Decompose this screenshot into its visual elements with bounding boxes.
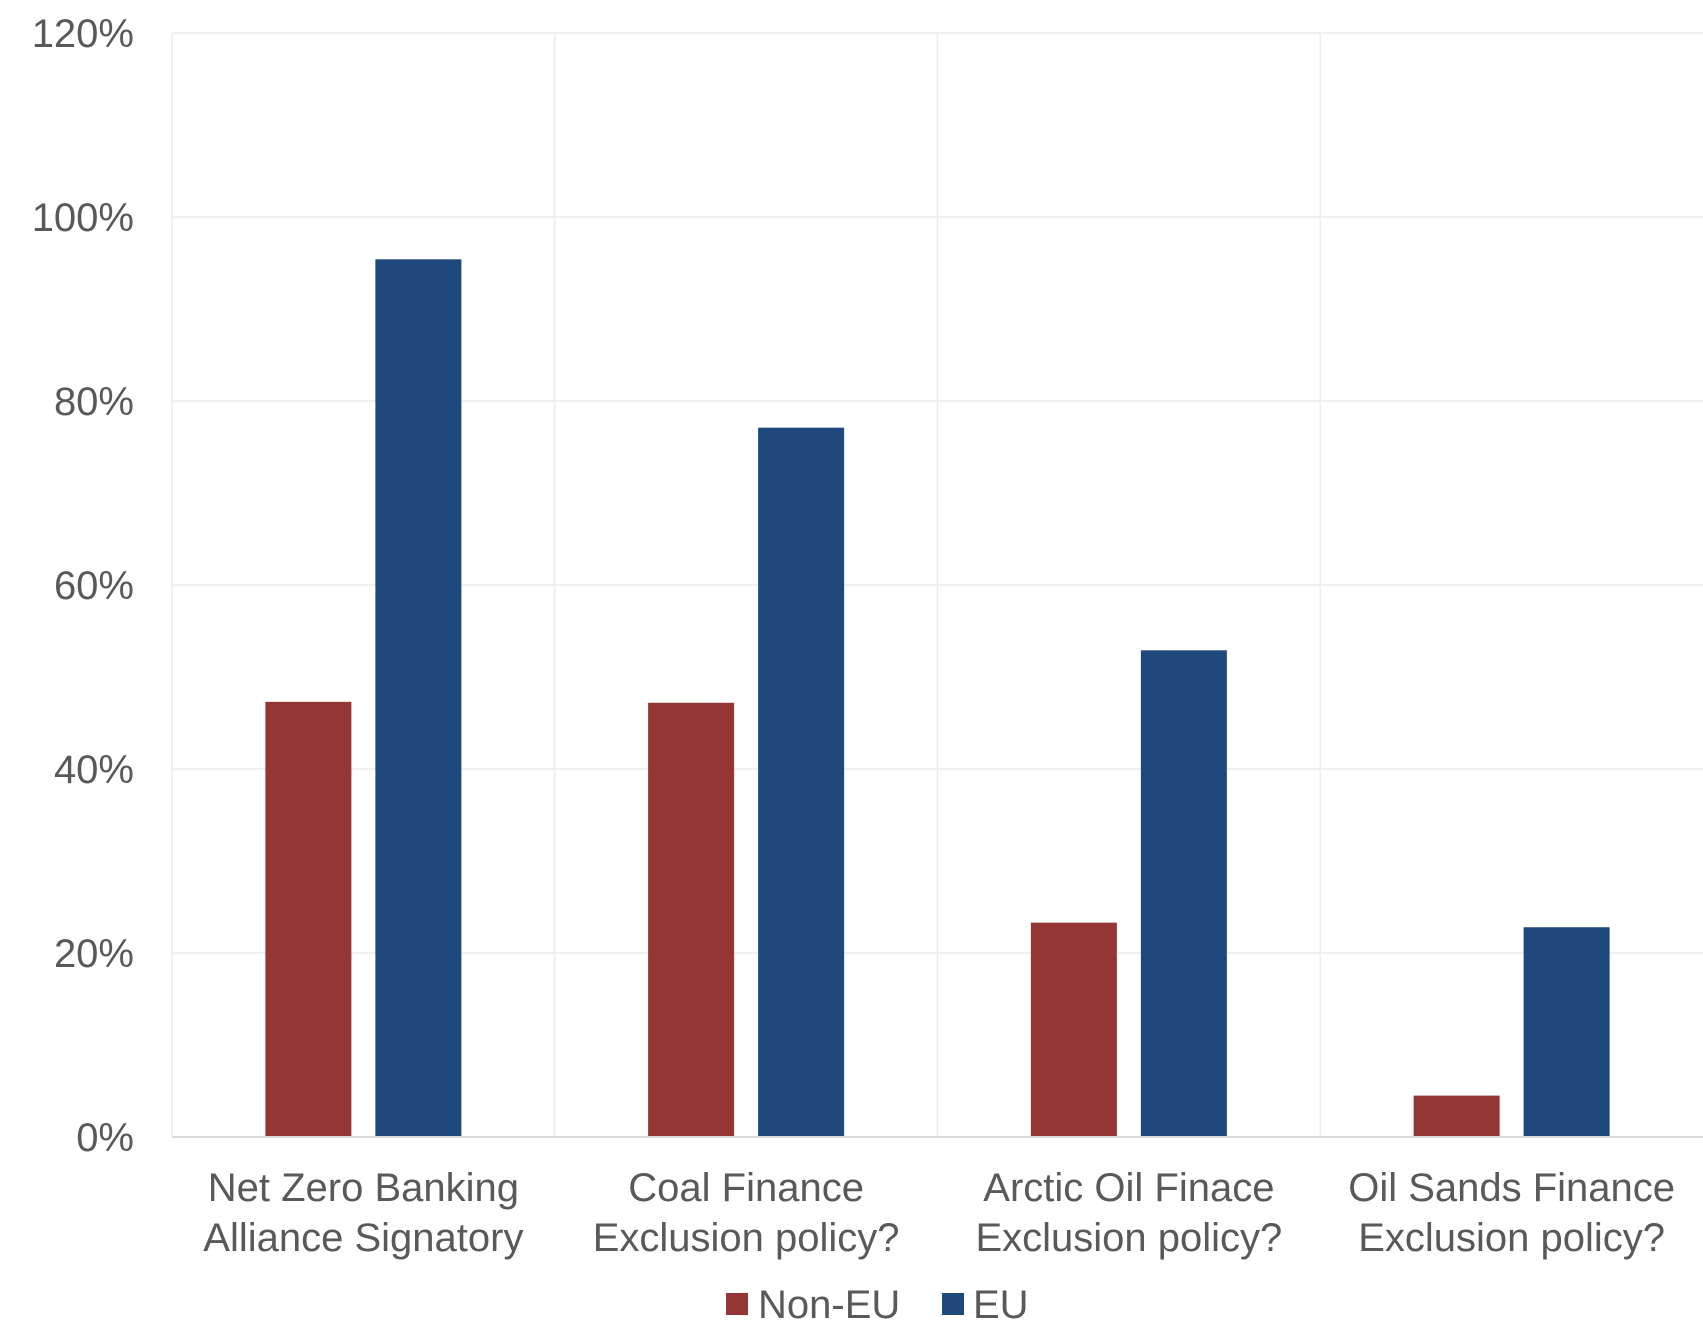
bar-non-eu-1 xyxy=(648,702,735,1137)
x-tick-label: Oil Sands Finance xyxy=(1348,1166,1675,1210)
y-tick-label: 100% xyxy=(32,196,134,240)
bar-non-eu-0 xyxy=(265,701,352,1137)
x-axis: Net Zero Banking Alliance Signatory Coal F… xyxy=(172,1136,1703,1260)
x-tick-label: Exclusion policy? xyxy=(1358,1216,1665,1260)
legend-label: EU xyxy=(973,1283,1029,1322)
bar-eu-3 xyxy=(1523,927,1610,1137)
bar-eu-0 xyxy=(375,259,462,1137)
y-tick-label: 120% xyxy=(32,12,134,56)
y-tick-label: 40% xyxy=(54,748,134,792)
x-tick-label: Coal Finance xyxy=(628,1166,864,1210)
legend-swatch-eu xyxy=(942,1293,964,1315)
y-tick-label: 20% xyxy=(54,932,134,976)
legend-swatch-non-eu xyxy=(726,1293,748,1315)
x-tick-label: Net Zero Banking xyxy=(208,1166,519,1210)
bar-non-eu-2 xyxy=(1030,922,1117,1137)
y-axis: 0% 20% 40% 60% 80% 100% 120% xyxy=(32,12,134,1160)
legend: Non-EU EU xyxy=(726,1283,1029,1327)
x-tick-label: Exclusion policy? xyxy=(975,1216,1282,1260)
bar-eu-1 xyxy=(758,427,845,1137)
y-tick-label: 0% xyxy=(76,1116,134,1160)
x-tick-label: Alliance Signatory xyxy=(203,1216,523,1260)
y-tick-label: 60% xyxy=(54,564,134,608)
x-tick-label: Arctic Oil Finace xyxy=(983,1166,1274,1210)
legend-label: Non-EU xyxy=(758,1283,900,1322)
bars xyxy=(265,259,1610,1137)
x-tick-label: Exclusion policy? xyxy=(593,1216,900,1260)
y-tick-label: 80% xyxy=(54,380,134,424)
bar-non-eu-3 xyxy=(1413,1095,1500,1137)
bar-eu-2 xyxy=(1140,650,1227,1137)
